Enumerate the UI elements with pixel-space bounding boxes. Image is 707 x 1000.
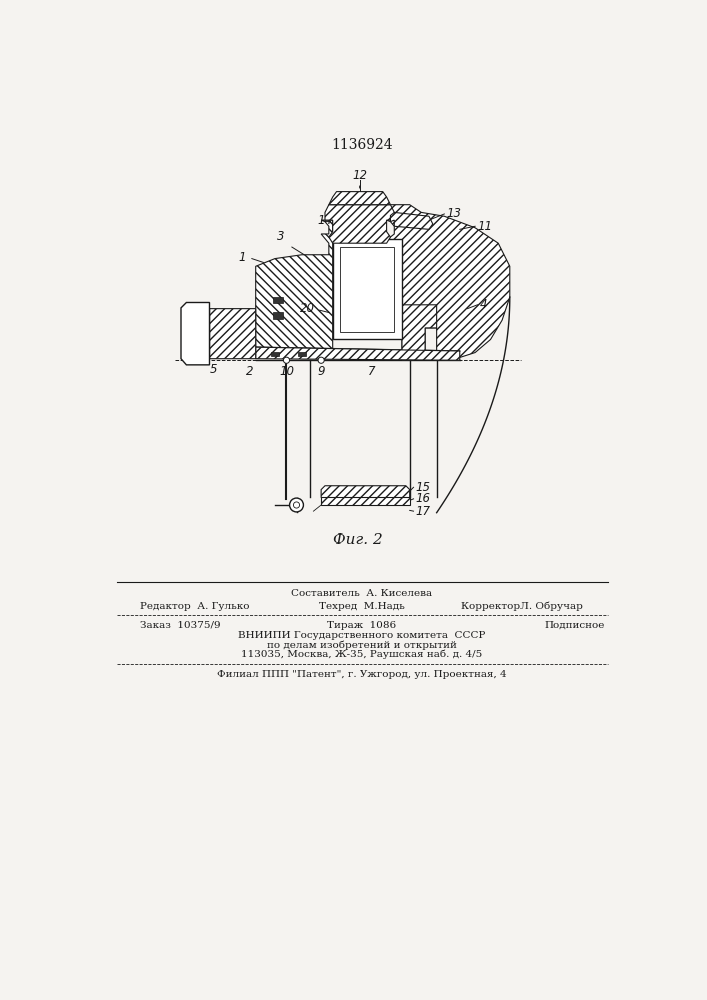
Text: 4: 4 <box>480 298 487 311</box>
Polygon shape <box>390 212 433 229</box>
Polygon shape <box>321 486 409 501</box>
Text: 5: 5 <box>209 363 217 376</box>
Polygon shape <box>256 220 333 359</box>
Text: 12: 12 <box>352 169 367 182</box>
Bar <box>298 352 305 356</box>
Text: Составитель  А. Киселева: Составитель А. Киселева <box>291 589 433 598</box>
Text: Тираж  1086: Тираж 1086 <box>327 621 397 630</box>
Text: 10: 10 <box>279 365 294 378</box>
Text: Филиал ППП "Патент", г. Ужгород, ул. Проектная, 4: Филиал ППП "Патент", г. Ужгород, ул. Про… <box>217 670 507 679</box>
Text: 113035, Москва, Ж-35, Раушская наб. д. 4/5: 113035, Москва, Ж-35, Раушская наб. д. 4… <box>241 650 483 659</box>
Text: 9: 9 <box>317 365 325 378</box>
Bar <box>274 297 283 303</box>
Text: 3: 3 <box>277 230 285 243</box>
Circle shape <box>290 498 303 512</box>
Text: Заказ  10375/9: Заказ 10375/9 <box>140 621 221 630</box>
Text: ВНИИПИ Государственного комитета  СССР: ВНИИПИ Государственного комитета СССР <box>238 631 486 640</box>
Text: 1: 1 <box>239 251 246 264</box>
Polygon shape <box>200 309 256 359</box>
Circle shape <box>318 357 325 363</box>
Circle shape <box>293 502 300 508</box>
Polygon shape <box>387 205 510 360</box>
Text: 11: 11 <box>477 220 493 233</box>
Polygon shape <box>256 347 460 360</box>
Text: Редактор  А. Гулько: Редактор А. Гулько <box>140 602 250 611</box>
Text: по делам изобретений и открытий: по делам изобретений и открытий <box>267 640 457 650</box>
Polygon shape <box>402 305 437 360</box>
Bar <box>274 312 283 319</box>
Text: 20: 20 <box>300 302 315 315</box>
Text: КорректорЛ. Обручар: КорректорЛ. Обручар <box>461 602 583 611</box>
Polygon shape <box>181 302 209 365</box>
Polygon shape <box>329 192 390 205</box>
Text: 17: 17 <box>415 505 430 518</box>
Text: Техред  М.Надь: Техред М.Надь <box>319 602 405 611</box>
Bar <box>333 239 402 339</box>
Bar <box>271 352 279 356</box>
Circle shape <box>284 357 290 363</box>
Text: 15: 15 <box>415 481 430 494</box>
Text: Фиг. 2: Фиг. 2 <box>333 533 383 547</box>
Polygon shape <box>200 309 209 359</box>
Text: 7: 7 <box>368 365 375 378</box>
Text: 2: 2 <box>246 365 253 378</box>
Text: 1136924: 1136924 <box>331 138 393 152</box>
Polygon shape <box>321 497 409 505</box>
Text: Подписное: Подписное <box>544 621 604 630</box>
Bar <box>340 247 395 332</box>
Text: 14: 14 <box>317 214 333 227</box>
Text: 13: 13 <box>447 207 462 220</box>
Text: 16: 16 <box>415 492 430 505</box>
Polygon shape <box>325 205 395 243</box>
